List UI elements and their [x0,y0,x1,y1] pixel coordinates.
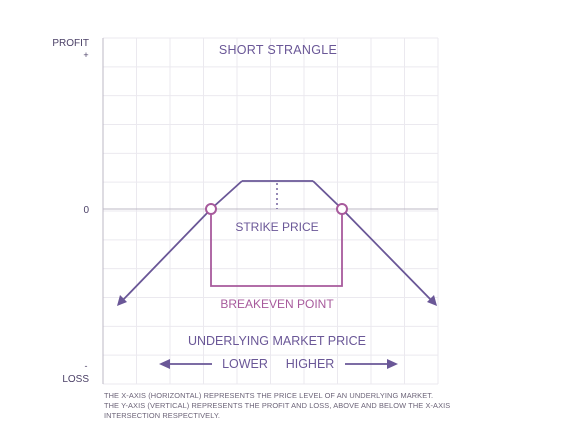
y-label-profit: PROFIT [52,38,89,49]
breakeven-point-right [336,203,348,215]
strike-price-label: STRIKE PRICE [235,220,318,234]
footnote-line-3: INTERSECTION RESPECTIVELY. [104,411,221,420]
left-arrowhead [117,295,127,306]
y-label-loss: LOSS [62,374,89,385]
y-label-plus: + [83,50,88,60]
left-slope-above-zero [210,180,243,210]
lower-label: LOWER [222,357,268,371]
y-label-zero: 0 [83,205,89,216]
y-label-minus: - [85,361,88,371]
left-loss-line [120,208,212,303]
footnote-line-2: THE Y-AXIS (VERTICAL) REPRESENTS THE PRO… [104,401,451,410]
footnote: THE X-AXIS (HORIZONTAL) REPRESENTS THE P… [104,391,564,421]
breakeven-point-left [205,203,217,215]
breakeven-point-label: BREAKEVEN POINT [220,297,334,311]
right-slope-above-zero [312,180,343,210]
higher-arrowhead [387,359,398,369]
grid [103,37,439,385]
right-arrowhead [427,295,437,306]
x-axis-label: UNDERLYING MARKET PRICE [188,334,366,348]
higher-label: HIGHER [286,357,335,371]
right-loss-line [341,208,434,303]
lower-arrowhead [159,359,170,369]
footnote-line-1: THE X-AXIS (HORIZONTAL) REPRESENTS THE P… [104,391,434,400]
chart-title: SHORT STRANGLE [219,43,337,57]
breakeven-bracket [210,209,343,287]
